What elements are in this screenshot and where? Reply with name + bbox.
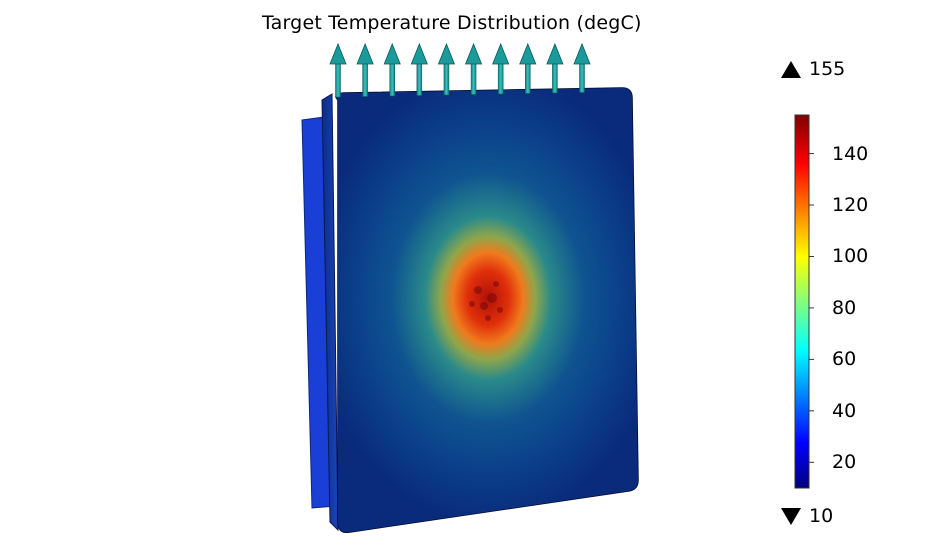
colorbar-tick-label: 80: [832, 296, 857, 319]
load-arrow: [492, 42, 510, 95]
load-arrow: [383, 42, 401, 97]
back-plate: [301, 93, 339, 532]
front-plate: [335, 87, 639, 534]
colorbar-tick-label: 120: [832, 194, 869, 217]
max-range-marker: 155: [781, 58, 845, 80]
colorbar-ticks: [809, 153, 814, 463]
load-arrow: [356, 42, 374, 97]
arrow-group: [329, 42, 591, 98]
up-triangle-icon: [781, 61, 801, 78]
load-arrow: [464, 42, 483, 95]
load-arrow: [410, 42, 428, 96]
colorbar-tick-label: 100: [832, 245, 869, 268]
down-triangle-icon: [781, 508, 801, 525]
colorbar-tick-label: 40: [832, 399, 857, 422]
load-arrow: [519, 42, 537, 94]
min-range-marker: 10: [781, 505, 833, 527]
colorbar-tick-label: 140: [832, 142, 869, 165]
max-range-label: 155: [809, 58, 846, 80]
min-range-label: 10: [809, 505, 834, 527]
colorbar: [794, 114, 814, 489]
load-arrow: [329, 42, 347, 98]
colorbar-tick-label: 20: [832, 451, 857, 474]
load-arrow: [437, 42, 456, 96]
hotspot-core: [469, 281, 503, 321]
load-arrow: [546, 42, 564, 94]
load-arrow: [573, 42, 591, 93]
plot-title: Target Temperature Distribution (degC): [262, 12, 642, 34]
colorbar-tick-label: 60: [832, 348, 857, 371]
